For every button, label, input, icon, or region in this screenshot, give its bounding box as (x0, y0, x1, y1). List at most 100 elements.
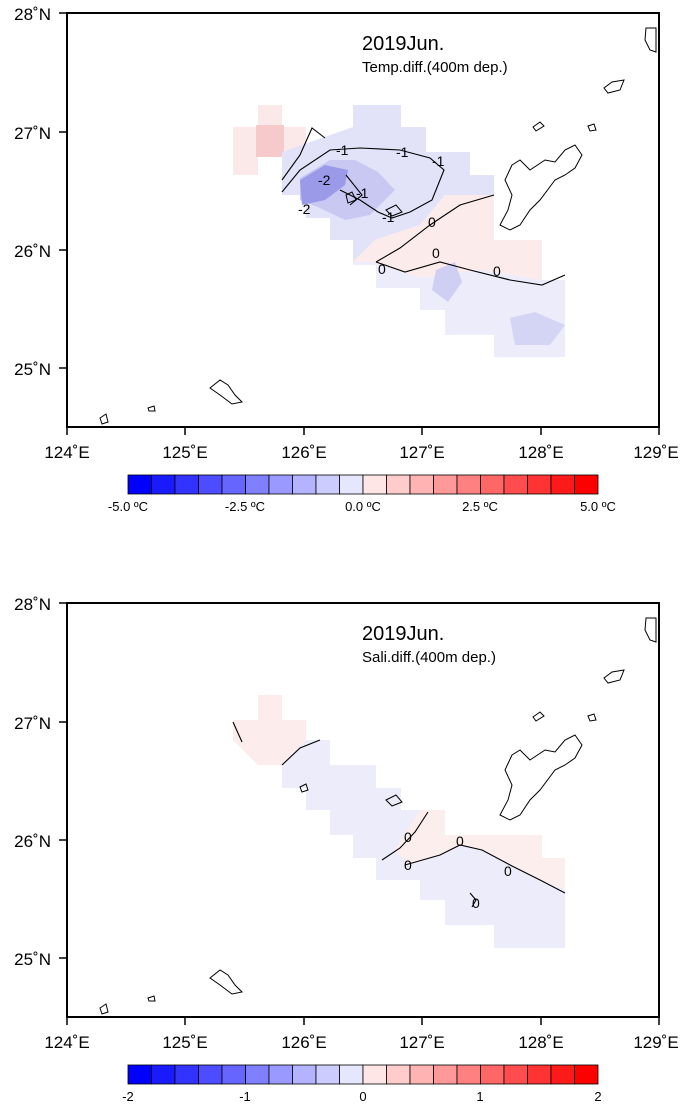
colorbar-label: -2.5 ºC (225, 499, 265, 514)
contour-label: 0 (504, 863, 512, 879)
x-tick-label: 127˚E (399, 1033, 444, 1052)
colorbar-label: 2.5 ºC (462, 499, 498, 514)
temp-y-ticks: 28˚N 27˚N 26˚N 25˚N (14, 5, 51, 379)
colorbar-swatch (221, 1064, 246, 1085)
colorbar-swatch (315, 474, 340, 495)
contour-label: -1 (336, 142, 349, 158)
colorbar-swatch (503, 474, 528, 495)
colorbar-swatch (245, 1064, 270, 1085)
colorbar-swatch (127, 1064, 152, 1085)
colorbar-swatch (362, 1064, 387, 1085)
colorbar-swatch (503, 1064, 528, 1085)
colorbar-swatch (268, 1064, 293, 1085)
colorbar-swatch (339, 1064, 364, 1085)
colorbar-swatch (527, 1064, 552, 1085)
temp-map-frame (66, 12, 660, 428)
sali-contours (232, 721, 566, 908)
colorbar-swatch (433, 474, 458, 495)
colorbar-swatch (409, 1064, 434, 1085)
colorbar-swatch (409, 474, 434, 495)
temp-data-field (233, 105, 565, 357)
colorbar-swatch (198, 474, 223, 495)
colorbar-swatch (433, 1064, 458, 1085)
colorbar-swatch (550, 1064, 575, 1085)
colorbar-swatch (574, 474, 599, 495)
colorbar-swatch (480, 1064, 505, 1085)
contour-label: 0 (378, 261, 386, 277)
colorbar-label: -2 (122, 1089, 134, 1104)
colorbar-swatch (151, 474, 176, 495)
colorbar-swatch (527, 474, 552, 495)
y-tick-label: 25˚N (14, 360, 51, 379)
colorbar-label: 0 (359, 1089, 366, 1104)
salinity-panel: 0 0 0 0 0 124˚E 125˚E (14, 595, 679, 1104)
temperature-panel: -1 -1 -1 -2 -2 -1 -1 0 0 0 0 (14, 5, 679, 514)
colorbar-swatch (127, 474, 152, 495)
colorbar-swatch (268, 474, 293, 495)
y-tick-label: 26˚N (14, 242, 51, 261)
land-outline (99, 617, 657, 1015)
colorbar-swatch (292, 474, 317, 495)
y-tick-label: 27˚N (14, 124, 51, 143)
colorbar-swatch (151, 1064, 176, 1085)
temp-contour-labels: -1 -1 -1 -2 -2 -1 -1 0 0 0 0 (298, 142, 501, 279)
temp-x-ticks: 124˚E 125˚E 126˚E 127˚E 128˚E 129˚E (44, 443, 678, 462)
y-tick-label: 27˚N (14, 714, 51, 733)
colorbar-swatch (292, 1064, 317, 1085)
colorbar-label: -5.0 ºC (108, 499, 148, 514)
x-tick-label: 128˚E (518, 443, 563, 462)
x-tick-label: 125˚E (162, 443, 207, 462)
colorbar-swatch (550, 474, 575, 495)
colorbar-swatch (456, 474, 481, 495)
panel-title: 2019Jun. (362, 623, 444, 645)
colorbar-swatch (456, 1064, 481, 1085)
colorbar-label: -1 (239, 1089, 251, 1104)
colorbar-swatch (245, 474, 270, 495)
sali-y-ticks: 28˚N 27˚N 26˚N 25˚N (14, 595, 51, 969)
x-tick-label: 129˚E (633, 1033, 678, 1052)
x-tick-label: 127˚E (399, 443, 444, 462)
sali-colorbar (127, 1064, 599, 1085)
sali-tick-marks (59, 602, 660, 1025)
contour-label: 0 (404, 857, 412, 873)
contour-label: -2 (318, 172, 331, 188)
colorbar-label: 5.0 ºC (580, 499, 616, 514)
sali-x-ticks: 124˚E 125˚E 126˚E 127˚E 128˚E 129˚E (44, 1033, 678, 1052)
contour-label: -1 (356, 185, 369, 201)
colorbar-swatch (386, 474, 411, 495)
sali-map-frame (66, 602, 660, 1018)
x-tick-label: 126˚E (281, 1033, 326, 1052)
panel-subtitle: Temp.diff.(400m dep.) (362, 59, 508, 76)
colorbar-swatch (362, 474, 387, 495)
sali-data-field (233, 695, 565, 948)
y-tick-label: 25˚N (14, 950, 51, 969)
contour-label: 0 (493, 263, 501, 279)
temp-tick-marks (59, 12, 660, 435)
colorbar-swatch (339, 474, 364, 495)
colorbar-label: 1 (476, 1089, 483, 1104)
contour-label: 0 (472, 895, 480, 911)
x-tick-label: 124˚E (44, 443, 89, 462)
contour-label: 0 (432, 245, 440, 261)
colorbar-swatch (480, 474, 505, 495)
x-tick-label: 126˚E (281, 443, 326, 462)
temp-colorbar (127, 474, 599, 495)
contour-label: -1 (432, 153, 445, 169)
colorbar-swatch (574, 1064, 599, 1085)
sali-contour-labels: 0 0 0 0 0 (404, 829, 512, 911)
panel-title: 2019Jun. (362, 33, 444, 55)
x-tick-label: 128˚E (518, 1033, 563, 1052)
colorbar-label: 2 (594, 1089, 601, 1104)
temp-contours (281, 127, 566, 286)
colorbar-swatch (221, 474, 246, 495)
contour-label: 0 (404, 829, 412, 845)
contour-label: 0 (456, 833, 464, 849)
colorbar-label: 0.0 ºC (345, 499, 381, 514)
temp-colorbar-labels: -5.0 ºC -2.5 ºC 0.0 ºC 2.5 ºC 5.0 ºC (108, 499, 616, 514)
y-tick-label: 26˚N (14, 832, 51, 851)
x-tick-label: 129˚E (633, 443, 678, 462)
y-tick-label: 28˚N (14, 595, 51, 614)
land-outline (99, 27, 657, 425)
contour-label: -1 (382, 209, 395, 225)
sali-colorbar-labels: -2 -1 0 1 2 (122, 1089, 601, 1104)
